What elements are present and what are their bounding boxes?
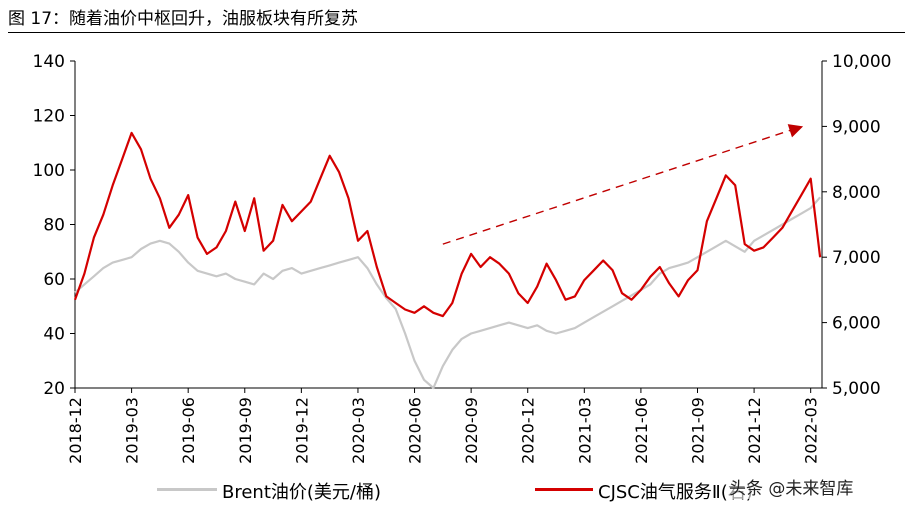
right-tick-label: 8,000 (832, 183, 881, 203)
legend-cjsc-swatch (535, 488, 593, 491)
x-tick-label: 2021-12 (745, 397, 764, 464)
x-tick-label: 2021-09 (689, 397, 708, 464)
brent-series-line (74, 196, 821, 390)
x-tick-label: 2022-03 (802, 397, 821, 464)
trend-arrow-line (442, 128, 794, 245)
left-tick-label: 120 (33, 107, 65, 127)
right-tick-label: 10,000 (832, 52, 891, 72)
title-underline (8, 32, 905, 33)
x-tick-label: 2020-03 (349, 397, 368, 464)
left-tick-label: 40 (43, 325, 65, 345)
left-tick-label: 80 (43, 216, 65, 236)
cjsc-series-line (73, 131, 822, 318)
x-tick-label: 2018-12 (66, 397, 85, 464)
legend-cjsc-label: CJSC油气服务Ⅱ(右) (598, 482, 753, 503)
x-tick-label: 2021-03 (575, 397, 594, 464)
x-tick-label: 2019-09 (236, 397, 255, 464)
x-tick-label: 2020-12 (519, 397, 538, 464)
plot-area (73, 124, 822, 390)
legend-brent-label: Brent油价(美元/桶) (222, 482, 382, 503)
x-tick-label: 2019-06 (179, 397, 198, 464)
trend-arrow-head (787, 124, 804, 138)
right-tick-label: 5,000 (832, 379, 881, 399)
right-tick-label: 7,000 (832, 248, 881, 268)
left-tick-label: 100 (33, 161, 65, 181)
left-tick-label: 60 (43, 270, 65, 290)
x-tick-label: 2020-06 (406, 397, 425, 464)
left-tick-label: 140 (33, 52, 65, 72)
right-tick-label: 6,000 (832, 314, 881, 334)
left-tick-label: 20 (43, 379, 65, 399)
x-tick-label: 2019-03 (123, 397, 142, 464)
legend-brent-swatch (157, 488, 217, 491)
watermark: 头条 @未来智库 (727, 474, 856, 499)
chart-title: 图 17：随着油价中枢回升，油服板块有所复苏 (8, 9, 359, 29)
right-tick-label: 9,000 (832, 117, 881, 137)
x-tick-label: 2021-06 (632, 397, 651, 464)
x-tick-label: 2020-09 (462, 397, 481, 464)
axes: 20 40 60 80 100 120 140 5,000 6,000 7,000 8,000 9,0… (33, 52, 892, 464)
x-tick-label: 2019-12 (292, 397, 311, 464)
